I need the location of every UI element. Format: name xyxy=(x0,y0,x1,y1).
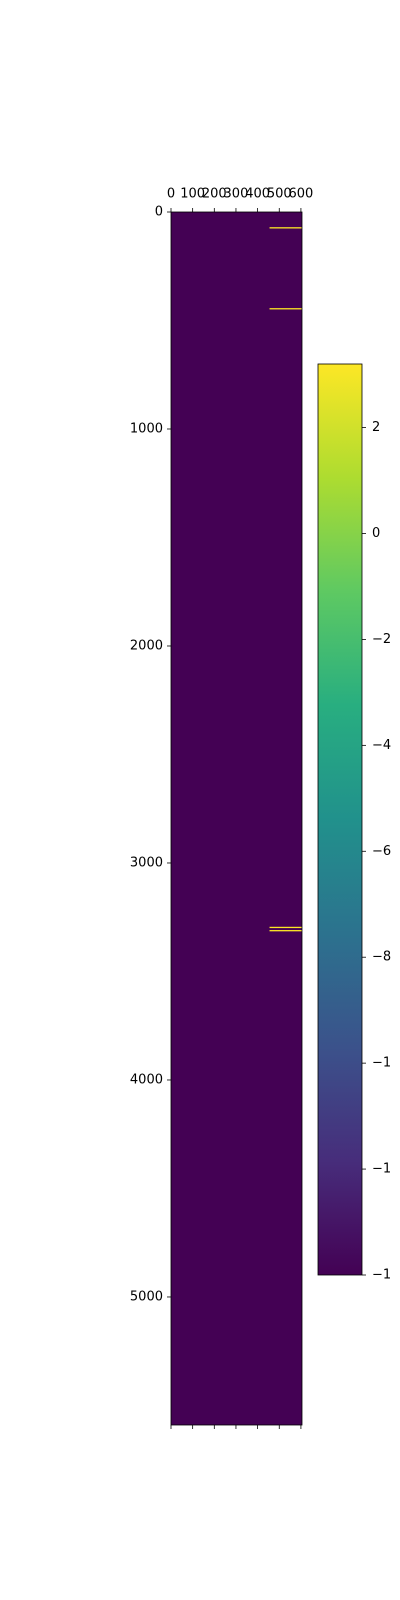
colorbar-tick-label: 2 xyxy=(372,420,380,435)
colorbar-tick-label: −4 xyxy=(372,738,391,753)
y-tick-label: 5000 xyxy=(130,1289,163,1304)
heatmap-cell xyxy=(269,227,302,229)
y-tick-label: 3000 xyxy=(130,855,163,870)
heatmap-cell xyxy=(269,930,302,932)
x-tick-label: 200 xyxy=(202,187,227,202)
x-tick-label: 100 xyxy=(180,187,205,202)
x-tick-label: 300 xyxy=(224,187,249,202)
x-tick-label: 600 xyxy=(289,187,314,202)
colorbar-tick-label: −1 xyxy=(372,1162,391,1177)
colorbar-tick-label: −2 xyxy=(372,632,391,647)
heatmap xyxy=(171,212,302,1425)
colorbar-tick-label: −6 xyxy=(372,844,391,859)
heatmap-cell xyxy=(269,308,302,310)
colorbar-tick-label: 0 xyxy=(372,526,380,541)
y-tick-label: 0 xyxy=(155,205,163,220)
colorbar-tick-label: −8 xyxy=(372,950,391,965)
plot-frame xyxy=(170,211,303,1426)
y-tick-label: 4000 xyxy=(130,1072,163,1087)
heatmap-cell xyxy=(171,212,302,1425)
y-tick-label: 1000 xyxy=(130,421,163,436)
colorbar xyxy=(317,363,363,1276)
x-tick-label: 400 xyxy=(245,187,270,202)
x-tick-label: 500 xyxy=(267,187,292,202)
colorbar-tick-label: −1 xyxy=(372,1056,391,1071)
heatmap-cell xyxy=(269,926,302,929)
colorbar-tick-label: −1 xyxy=(372,1268,391,1283)
x-tick-label: 0 xyxy=(167,187,175,202)
y-tick-label: 2000 xyxy=(130,638,163,653)
